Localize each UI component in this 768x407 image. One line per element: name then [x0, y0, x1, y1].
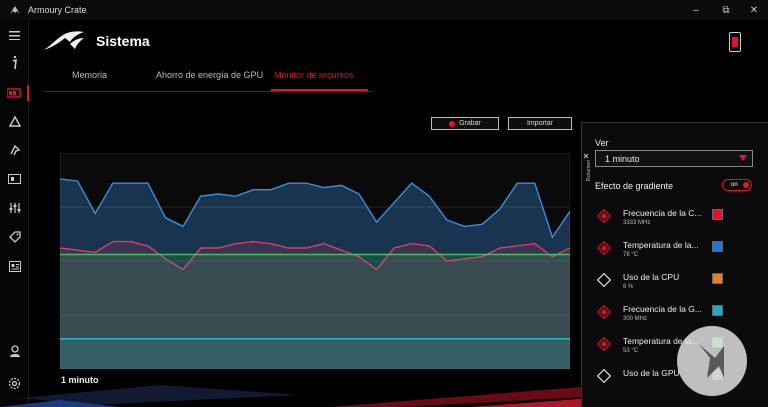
import-button[interactable]: Importar [508, 117, 572, 130]
record-button[interactable]: Grabar [431, 117, 499, 130]
gamevisual-icon[interactable] [0, 166, 29, 192]
metric-value: 6 % [623, 284, 634, 290]
metric-name: Temperatura de la... [623, 336, 699, 346]
dropdown-caret-icon [739, 155, 747, 161]
metric-name: Frecuencia de la C... [623, 208, 702, 218]
news-icon[interactable] [0, 253, 29, 279]
record-dot-icon [449, 120, 456, 127]
mobile-device-icon[interactable] [729, 32, 741, 52]
minimize-button[interactable]: – [693, 4, 699, 16]
series-3-area [60, 338, 570, 369]
series-0-area [60, 178, 570, 369]
series-1-line [60, 240, 570, 271]
panel-collapse-handle[interactable] [581, 150, 591, 200]
app-title: Armoury Crate [28, 5, 87, 15]
metric-value: 300 MHz [623, 316, 648, 322]
app-logo-icon [8, 3, 22, 17]
metric-item[interactable]: Uso de la CPU 6 % [595, 271, 765, 301]
info-icon[interactable] [0, 50, 29, 76]
metric-value: 3333 MHz [623, 220, 651, 226]
chart-series-group [60, 178, 570, 369]
metric-name: Temperatura de la... [623, 240, 699, 250]
metric-toggle-diamond-icon[interactable] [596, 304, 612, 320]
metric-color-swatch[interactable] [712, 273, 723, 284]
metric-item[interactable]: Temperatura de la... 78 °C [595, 239, 765, 269]
user-icon[interactable] [0, 338, 29, 364]
metric-name: Uso de la CPU [623, 272, 680, 282]
metric-value: 78 °C [623, 252, 639, 258]
tab-ahorro-energia-gpu[interactable]: Ahorro de energía de GPU [156, 70, 264, 80]
metric-value: 53 °C [623, 348, 639, 354]
watermark-logo [677, 326, 747, 396]
metric-name: Frecuencia de la G... [623, 304, 702, 314]
title-bar: Armoury Crate – ⧉ ✕ [0, 0, 768, 20]
tab-monitor-recursos[interactable]: Monitor de recursos [274, 70, 354, 80]
chart-grid [60, 206, 570, 316]
metric-toggle-diamond-icon[interactable] [596, 368, 612, 384]
metric-toggle-diamond-icon[interactable] [596, 208, 612, 224]
gradient-effect-label: Efecto de gradiente [595, 181, 674, 191]
series-2-area [60, 254, 570, 369]
close-button[interactable]: ✕ [749, 4, 759, 16]
chart-time-caption: 1 minuto [61, 375, 99, 385]
metric-item[interactable]: Frecuencia de la G... 300 MHz [595, 303, 765, 333]
metric-toggle-diamond-icon[interactable] [596, 336, 612, 352]
aura-icon[interactable] [0, 108, 29, 134]
view-period-select[interactable]: 1 minuto [595, 150, 753, 167]
resource-chart [60, 153, 570, 369]
tab-bar: Memoria Ahorro de energía de GPU Monitor… [43, 66, 373, 92]
scenario-icon[interactable] [0, 137, 29, 163]
settings-gear-icon[interactable] [0, 370, 29, 396]
metric-item[interactable]: Frecuencia de la C... 3333 MHz [595, 207, 765, 237]
series-0-line [60, 178, 570, 239]
active-tab-indicator [271, 89, 368, 91]
settings-sliders-icon[interactable] [0, 195, 29, 221]
series-1-area [60, 241, 570, 369]
metric-color-swatch[interactable] [712, 209, 723, 220]
sidebar [0, 20, 29, 407]
metric-toggle-diamond-icon[interactable] [596, 240, 612, 256]
deals-tag-icon[interactable] [0, 224, 29, 250]
page-title: Sistema [96, 33, 150, 49]
view-period-value: 1 minuto [605, 153, 640, 164]
metric-color-swatch[interactable] [712, 305, 723, 316]
record-button-label: Grabar [459, 120, 481, 127]
menu-icon[interactable] [0, 22, 29, 48]
panel-handle-label: Resumen [586, 160, 592, 182]
system-icon[interactable] [0, 80, 29, 106]
tab-memoria[interactable]: Memoria [72, 70, 108, 80]
metric-name: Uso de la GPU [623, 368, 680, 378]
metric-color-swatch[interactable] [712, 241, 723, 252]
maximize-button[interactable]: ⧉ [722, 4, 730, 16]
gradient-effect-toggle[interactable]: on [722, 179, 752, 191]
metric-toggle-diamond-icon[interactable] [596, 272, 612, 288]
rog-logo [44, 31, 84, 50]
gradient-toggle-state: on [731, 182, 738, 188]
view-label: Ver [595, 138, 609, 148]
import-button-label: Importar [526, 120, 554, 127]
